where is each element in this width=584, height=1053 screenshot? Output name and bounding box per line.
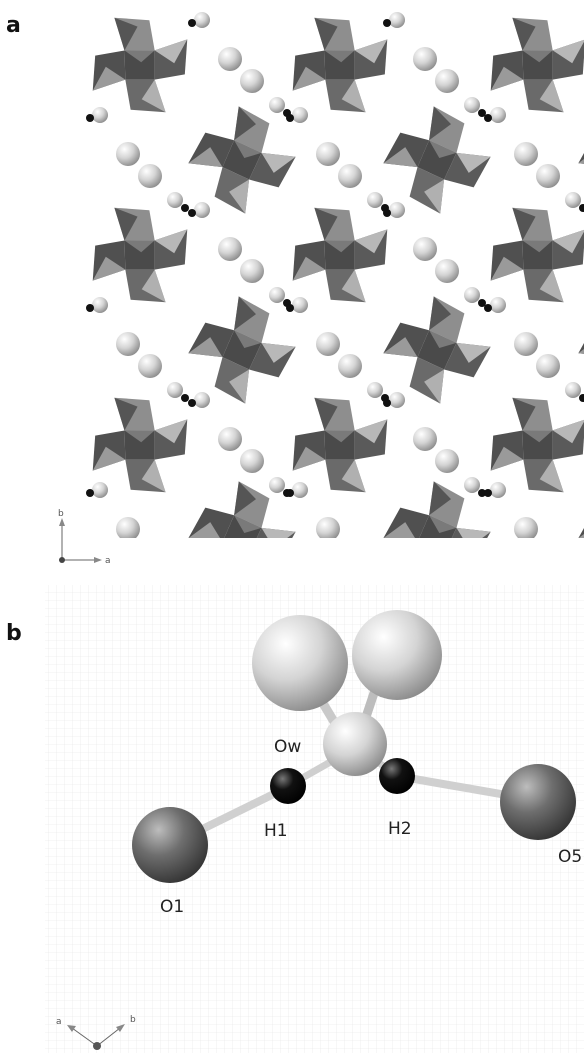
atom xyxy=(292,297,308,313)
atom xyxy=(435,259,459,283)
h-atom xyxy=(188,209,196,217)
atom xyxy=(435,449,459,473)
atom xyxy=(536,354,560,378)
atom xyxy=(435,69,459,93)
atom xyxy=(352,610,442,700)
atom xyxy=(116,517,140,541)
atom xyxy=(316,332,340,356)
body: a b a b Ow H1 H2 O1 O5 a b (() => { cons xyxy=(0,0,584,1053)
atom xyxy=(269,287,285,303)
atom xyxy=(565,192,581,208)
atom xyxy=(218,47,242,71)
atom xyxy=(116,142,140,166)
atom xyxy=(218,237,242,261)
atom xyxy=(500,764,576,840)
atom xyxy=(413,47,437,71)
atom xyxy=(323,712,387,776)
axis-label: a xyxy=(56,1017,62,1027)
atom xyxy=(389,12,405,28)
h-atom xyxy=(86,304,94,312)
atom xyxy=(464,287,480,303)
atom xyxy=(379,758,415,794)
figure: a b a b Ow H1 H2 O1 O5 a b xyxy=(0,0,584,1053)
h-atom xyxy=(286,489,294,497)
atom xyxy=(338,164,362,188)
atom xyxy=(413,427,437,451)
h-atom xyxy=(484,114,492,122)
atom xyxy=(316,142,340,166)
h-atom xyxy=(181,204,189,212)
h-atom xyxy=(188,19,196,27)
atom xyxy=(116,332,140,356)
h-atom xyxy=(484,489,492,497)
atom xyxy=(167,192,183,208)
atom-label: O1 xyxy=(160,897,184,917)
atom xyxy=(490,482,506,498)
atom xyxy=(490,107,506,123)
atom xyxy=(252,615,348,711)
atom xyxy=(389,392,405,408)
h-atom xyxy=(86,114,94,122)
atom xyxy=(138,164,162,188)
atom xyxy=(389,202,405,218)
atom xyxy=(514,142,538,166)
atom-label: H2 xyxy=(388,819,412,839)
atom xyxy=(132,807,208,883)
atom xyxy=(92,297,108,313)
h-atom xyxy=(286,304,294,312)
atom xyxy=(167,382,183,398)
atom xyxy=(269,477,285,493)
atom-label: Ow xyxy=(274,737,301,757)
atom xyxy=(240,449,264,473)
atom-label: O5 xyxy=(558,847,582,867)
atom-label: H1 xyxy=(264,821,288,841)
panel-label: b xyxy=(6,621,22,646)
atom xyxy=(338,354,362,378)
atom xyxy=(536,164,560,188)
atom xyxy=(92,107,108,123)
atom xyxy=(194,392,210,408)
atom xyxy=(413,237,437,261)
panel-label: a xyxy=(6,13,21,38)
axis-label: b xyxy=(130,1015,136,1025)
h-atom xyxy=(86,489,94,497)
atom xyxy=(464,97,480,113)
atom xyxy=(138,354,162,378)
atom xyxy=(367,192,383,208)
atom xyxy=(292,482,308,498)
atom xyxy=(565,382,581,398)
atom xyxy=(218,427,242,451)
h-atom xyxy=(383,19,391,27)
h-atom xyxy=(383,399,391,407)
atom xyxy=(240,259,264,283)
atom xyxy=(367,382,383,398)
h-atom xyxy=(286,114,294,122)
page: {"panels": [ {"label": "a", "axes": {"ve… xyxy=(0,0,584,1053)
atom xyxy=(514,332,538,356)
atom xyxy=(316,517,340,541)
atom xyxy=(194,12,210,28)
h-atom xyxy=(181,394,189,402)
atom xyxy=(92,482,108,498)
axis-label: b xyxy=(58,509,64,519)
atom xyxy=(490,297,506,313)
atom xyxy=(464,477,480,493)
atom xyxy=(194,202,210,218)
axis-label: a xyxy=(105,556,111,566)
atom xyxy=(292,107,308,123)
h-atom xyxy=(484,304,492,312)
atom xyxy=(514,517,538,541)
atom xyxy=(270,768,306,804)
h-atom xyxy=(383,209,391,217)
h-atom xyxy=(188,399,196,407)
atom xyxy=(269,97,285,113)
atom xyxy=(240,69,264,93)
